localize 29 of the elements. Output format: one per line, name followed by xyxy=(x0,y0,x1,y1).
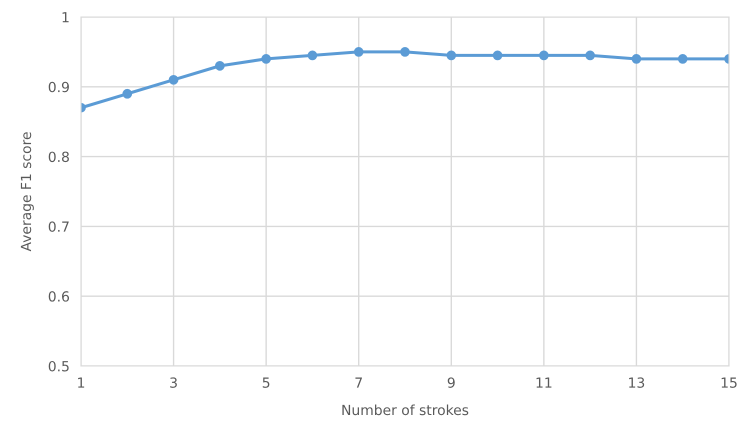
x-tick-label: 5 xyxy=(262,378,270,388)
point xyxy=(308,50,318,60)
y-tick-label: 0.5 xyxy=(48,360,69,372)
point xyxy=(122,88,132,99)
point xyxy=(400,47,410,57)
point xyxy=(632,54,642,64)
x-tick-label: 15 xyxy=(722,378,737,388)
y-tick-label: 0.6 xyxy=(48,291,70,302)
point xyxy=(492,50,502,60)
y-tick-label: 1 xyxy=(62,12,69,22)
y-axis-title: Average F1 score xyxy=(20,132,34,252)
x-tick-label: 13 xyxy=(629,377,644,388)
y-tick-label: 0.9 xyxy=(48,82,69,92)
point xyxy=(261,54,272,64)
point xyxy=(585,50,596,60)
x-tick-label: 7 xyxy=(355,378,362,388)
x-tick-label: 3 xyxy=(170,377,177,388)
x-tick-label: 11 xyxy=(536,378,552,388)
x-tick-label: 9 xyxy=(448,377,455,388)
x-tick-label: 1 xyxy=(78,378,84,388)
y-tick-label: 0.8 xyxy=(48,152,69,162)
point xyxy=(446,50,456,60)
point xyxy=(354,47,364,57)
point xyxy=(168,74,178,85)
y-tick-label: 0.7 xyxy=(48,221,69,232)
point xyxy=(214,61,225,71)
point xyxy=(538,50,549,60)
x-axis-title: Number of strokes xyxy=(342,404,468,416)
point xyxy=(678,54,688,64)
